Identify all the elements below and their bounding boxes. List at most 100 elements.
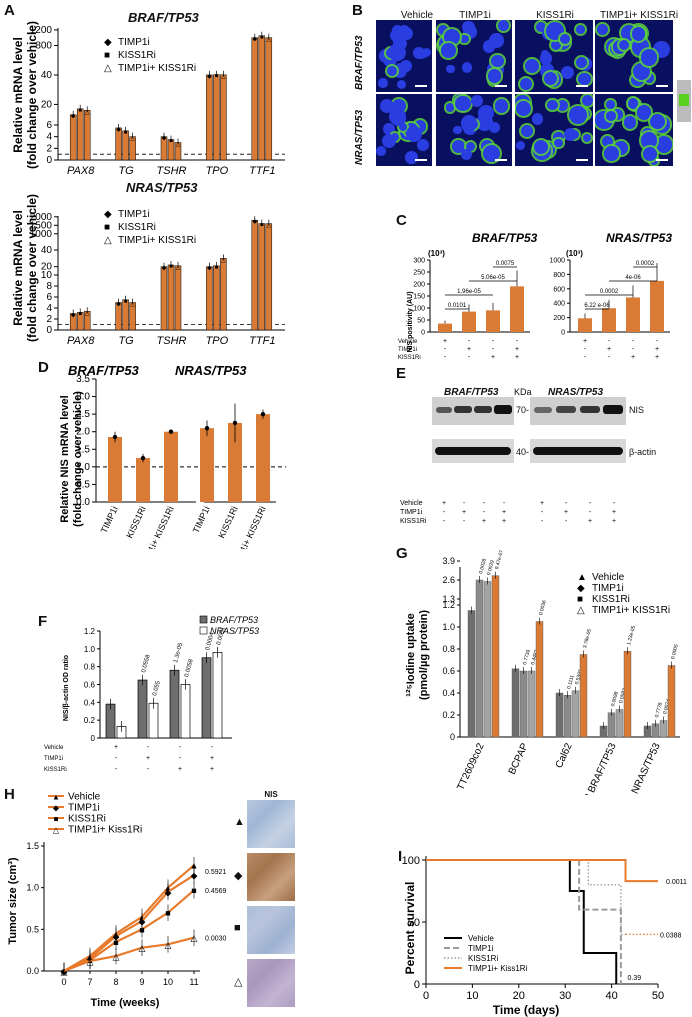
panel-a-bot-ytick: 4 — [46, 303, 52, 314]
panel-f-pvalue: 0.055 — [152, 680, 162, 697]
panel-i-legend-label: TIMP1i — [468, 944, 494, 953]
panel-a-top-point: ■ — [78, 108, 82, 114]
panel-c-right-ytick: 400 — [553, 301, 565, 308]
panel-d-ytick: 1.0 — [76, 462, 90, 473]
panel-g-xtick: BCPAP — [507, 741, 531, 776]
panel-g-pvalue: 0.0583 — [618, 687, 628, 704]
panel-a-top-bar — [220, 74, 227, 161]
panel-a-bot-ytick: 40 — [41, 245, 53, 256]
panel-c-sign-right: + — [655, 354, 659, 361]
panel-f-sign: - — [147, 766, 150, 773]
panel-f-row-label: KISS1Ri — [44, 767, 67, 773]
panel-b-color-key — [677, 80, 691, 122]
panel-a-bot-xtick: TSHR — [157, 335, 187, 347]
panel-c-left-ytick: 150 — [413, 294, 425, 301]
panel-a-bot-ytick: 2000 — [30, 212, 53, 223]
panel-g-bar — [607, 712, 616, 738]
panel-a-bot-bar — [265, 223, 273, 331]
panel-e-sign-braf: - — [463, 500, 466, 507]
panel-d-ytick: 0.0 — [76, 497, 90, 508]
panel-g-ytick: 1.3 — [442, 594, 455, 604]
panel-c-left-pvalue: 1.96e-05 — [457, 289, 481, 295]
panel-a-top-point: ◆ — [162, 136, 167, 142]
panel-g-ylabel-2: (pmol/µg protein) — [418, 610, 430, 700]
panel-h-point: ▲ — [60, 967, 69, 977]
panel-c-right-bar — [626, 297, 640, 332]
panel-c-left-ytick: 300 — [413, 258, 425, 265]
panel-a-ylabel-bottom-1: Relative mRNA level — [11, 210, 25, 326]
panel-g-bar — [667, 665, 676, 738]
panel-g-bar — [579, 654, 588, 738]
svg-text:◆: ◆ — [104, 209, 112, 220]
panel-e-row-label: KISS1Ri — [400, 518, 427, 525]
panel-h-ylabel: Tumor size (cm³) — [7, 857, 19, 945]
panel-f-sign: + — [146, 755, 150, 762]
panel-e-sign-nras: - — [589, 500, 592, 507]
svg-text:△: △ — [104, 63, 112, 74]
panel-i-legend-label: Vehicle — [468, 934, 494, 943]
panel-g-ytick: 0.4 — [442, 688, 455, 698]
panel-e-sign-braf: + — [502, 509, 506, 516]
panel-e-sign-braf: - — [443, 518, 446, 525]
panel-a-bot-ytick: 1000 — [30, 229, 53, 240]
panel-a-bot-point: ◆ — [207, 266, 212, 272]
panel-h-legend-label: KISS1Ri — [68, 814, 106, 825]
panel-e-blot-actin-nras — [530, 439, 626, 463]
panel-d-ytick: 3.5 — [76, 374, 90, 385]
panel-i-series-line — [426, 859, 626, 936]
panel-h-point: △ — [87, 957, 94, 967]
panel-c-left-ytick: 0 — [421, 330, 425, 337]
panel-a-bot-point: △ — [266, 223, 271, 229]
panel-g-xtick: TT2609co2 — [455, 741, 487, 792]
panel-a-bot-bar — [167, 264, 175, 331]
panel-b-micrograph-r1-c0 — [376, 94, 432, 166]
panel-h-series-line — [63, 864, 195, 972]
panel-c-left-bar — [486, 310, 500, 332]
panel-a-bot-ytick: 10 — [41, 270, 53, 281]
panel-e-band-nis: NIS — [629, 405, 645, 415]
panel-h-xtick: 9 — [139, 977, 144, 987]
panel-i-series-line — [426, 859, 658, 883]
panel-h-point: △ — [61, 967, 68, 977]
panel-f-ylabel: NIS/β-actin OD ratio — [63, 655, 70, 721]
panel-f-sign: - — [179, 744, 182, 751]
panel-f-sign: - — [147, 744, 150, 751]
panel-c-right-ytick: 200 — [553, 315, 565, 322]
panel-e-band-actin: β-actin — [629, 447, 657, 457]
panel-d-xtick: KISS1Ri — [216, 505, 239, 540]
panel-a-top-point: ■ — [260, 35, 264, 41]
panel-h-histo-marker-vehicle-icon: ▲ — [234, 816, 245, 828]
panel-d-ylabel-2: (fold change over vehicle) — [72, 391, 84, 527]
panel-f-sign: - — [179, 755, 182, 762]
panel-a-bot-point: △ — [130, 302, 135, 308]
panel-h-series-line — [63, 936, 195, 973]
panel-a-bot-point: △ — [221, 257, 226, 263]
panel-a-top-xtick: TPO — [206, 165, 229, 177]
panel-d-bar — [164, 431, 178, 502]
panel-a-bot-ytick: 20 — [41, 262, 53, 273]
panel-h-point: ◆ — [191, 871, 198, 881]
panel-g-pvalue: 0.1111 — [566, 674, 576, 689]
panel-i-ytick: 100 — [402, 855, 420, 867]
panel-a-bot-bar — [160, 266, 168, 331]
panel-i-pvalue: 0.0388 — [660, 932, 682, 939]
panel-a-top-point: ■ — [215, 74, 219, 80]
panel-h-histo-timp1i — [247, 853, 295, 901]
panel-c-sign-left: - — [492, 346, 495, 353]
panel-g-ytick: 0.2 — [442, 710, 455, 720]
panel-label-g: G — [396, 545, 408, 562]
panel-f-pvalue: 0.0558 — [141, 654, 152, 674]
panel-d-xtick: TIMP1i — [99, 505, 120, 535]
panel-d-point — [168, 429, 174, 434]
panel-h-xlabel: Time (weeks) — [91, 997, 160, 1009]
panel-h-legend-label: TIMP1i — [68, 803, 100, 814]
panel-e-title-nras: NRAS/TP53 — [548, 387, 604, 398]
panel-a-chart: Relative mRNA level (fold change over ve… — [11, 21, 285, 347]
panel-b-micrograph-r0-c0 — [376, 20, 432, 92]
panel-e-marker-40: 40- — [516, 447, 530, 457]
panel-f-bar — [169, 669, 180, 739]
panel-f-sign: + — [114, 744, 118, 751]
panel-g-pvalue: 1.23e-05 — [626, 625, 637, 646]
panel-e-row-label: Vehicle — [400, 500, 423, 507]
panel-i-xtick: 30 — [559, 990, 571, 1002]
